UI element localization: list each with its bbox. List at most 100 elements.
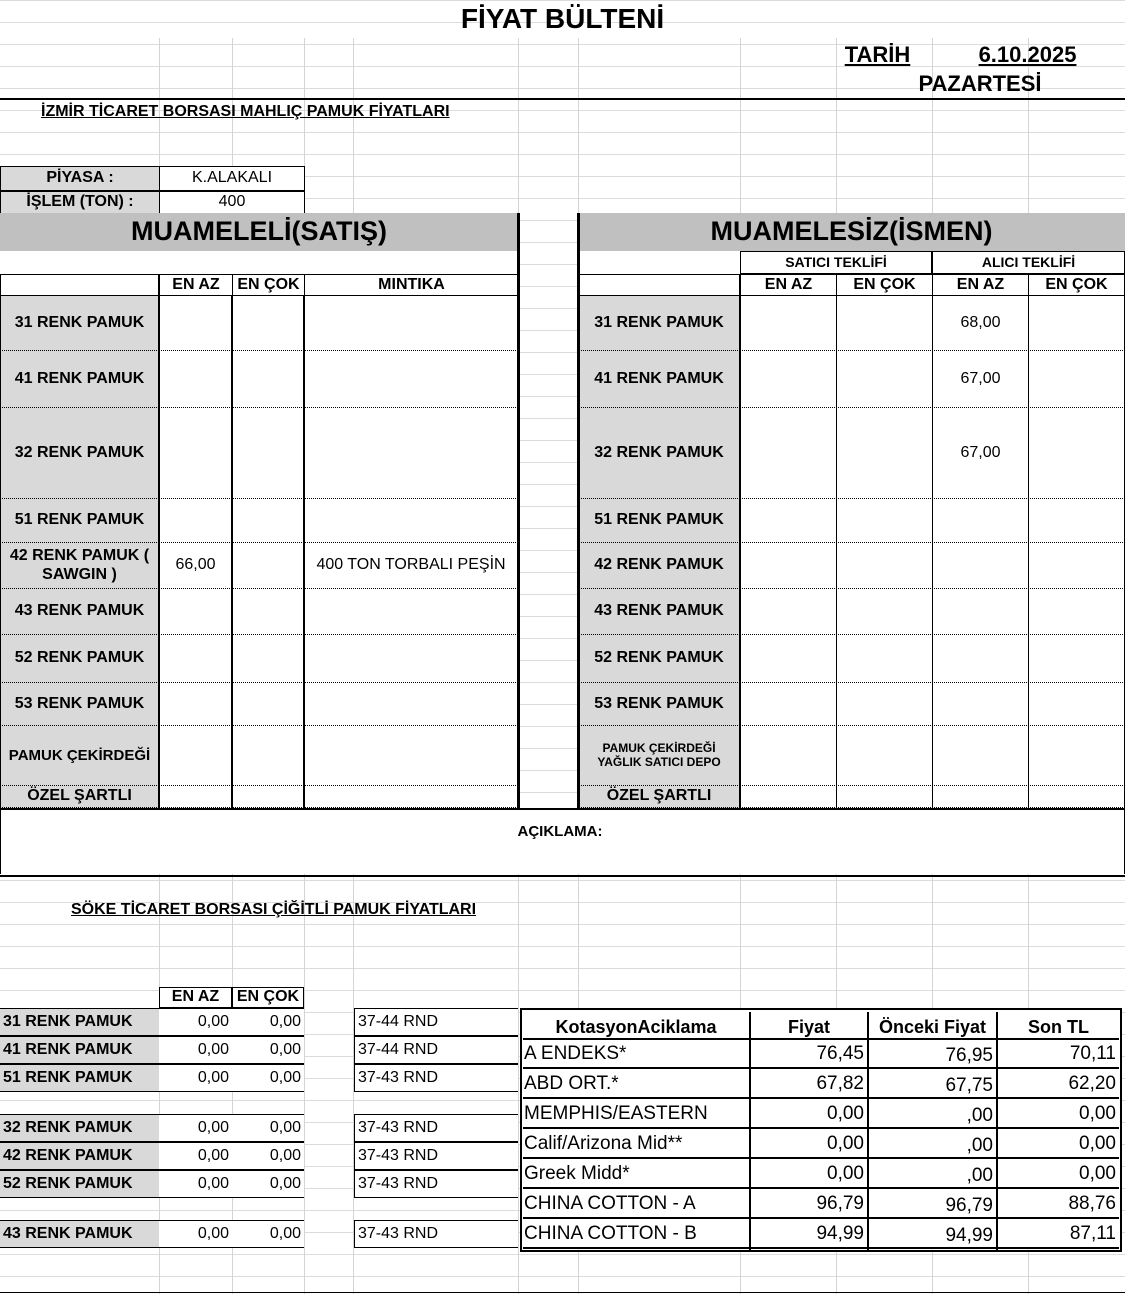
mintika-value: 400 TON TORBALI PEŞİN (304, 543, 518, 589)
kotasyon-value: 67,75 (869, 1070, 996, 1099)
price-value (740, 408, 837, 499)
product-name-left: 51 RENK PAMUK (0, 499, 159, 543)
price-value (1028, 635, 1125, 683)
price-value (932, 589, 1029, 635)
piyasa-value: K.ALAKALI (159, 166, 305, 191)
product-name-left: 52 RENK PAMUK (0, 635, 159, 683)
en-cok-value (232, 499, 304, 543)
column-header: MINTIKA (304, 274, 519, 296)
kotasyon-label: CHINA COTTON - B (523, 1220, 749, 1249)
kotasyon-header: Önceki Fiyat (869, 1012, 996, 1040)
kotasyon-value: ,00 (869, 1130, 996, 1159)
price-value: 67,00 (932, 351, 1029, 408)
soke-product-name: 43 RENK PAMUK (0, 1220, 159, 1248)
price-value (740, 543, 837, 589)
islem-label: İŞLEM (TON) : (0, 191, 160, 214)
en-az-value (159, 408, 232, 499)
mintika-value (304, 589, 518, 635)
aciklama-box (0, 810, 1125, 874)
kotasyon-value: 87,11 (998, 1220, 1119, 1249)
soke-product-name: 32 RENK PAMUK (0, 1114, 159, 1142)
price-value (740, 589, 837, 635)
en-cok-value (232, 726, 304, 786)
section-border (0, 875, 1125, 877)
soke-product-name: 42 RENK PAMUK (0, 1142, 159, 1170)
price-value (740, 726, 837, 786)
blank (578, 251, 740, 274)
section-border (0, 98, 1125, 100)
price-value (740, 296, 837, 351)
en-az-value (159, 589, 232, 635)
product-name-right: ÖZEL ŞARTLI (578, 786, 740, 808)
en-az-value (159, 726, 232, 786)
price-value (836, 351, 933, 408)
date-label: TARİH (844, 42, 911, 68)
kotasyon-value: 0,00 (751, 1130, 867, 1159)
price-value (836, 408, 933, 499)
kotasyon-label: ABD ORT.* (523, 1070, 749, 1099)
kotasyon-value: 94,99 (751, 1220, 867, 1249)
table-border (517, 213, 520, 809)
soke-rnd: 37-44 RND (354, 1036, 518, 1064)
soke-rnd: 37-43 RND (354, 1220, 518, 1248)
en-cok-value (232, 408, 304, 499)
kotasyon-label: CHINA COTTON - A (523, 1190, 749, 1219)
price-value (1028, 351, 1125, 408)
product-name-right: 53 RENK PAMUK (578, 683, 740, 726)
price-value (740, 635, 837, 683)
soke-product-name: 31 RENK PAMUK (0, 1008, 159, 1036)
soke-en-cok: 0,00 (232, 1220, 304, 1248)
kotasyon-value: 70,11 (998, 1040, 1119, 1069)
kotasyon-value: 0,00 (998, 1100, 1119, 1129)
price-value (836, 589, 933, 635)
price-value (932, 635, 1029, 683)
soke-en-cok: 0,00 (232, 1170, 304, 1198)
kotasyon-value: 67,82 (751, 1070, 867, 1099)
en-cok-value (232, 296, 304, 351)
price-value (932, 543, 1029, 589)
price-value (740, 683, 837, 726)
soke-rnd: 37-43 RND (354, 1064, 518, 1092)
product-name-left: 31 RENK PAMUK (0, 296, 159, 351)
aciklama-label: AÇIKLAMA: (517, 823, 603, 841)
bulletin-title: FİYAT BÜLTENİ (460, 2, 665, 34)
product-name-right: 31 RENK PAMUK (578, 296, 740, 351)
kotasyon-value: 0,00 (998, 1160, 1119, 1189)
day-value: PAZARTESİ (918, 71, 1042, 97)
kotasyon-label: MEMPHIS/EASTERN (523, 1100, 749, 1129)
product-name-left: 42 RENK PAMUK ( SAWGIN ) (0, 543, 159, 589)
kotasyon-value: 62,20 (998, 1070, 1119, 1099)
muamelesiz-title: MUAMELESİZ(İSMEN) (578, 213, 1125, 251)
column-header: EN ÇOK (232, 274, 305, 296)
en-az-value (159, 635, 232, 683)
mintika-value (304, 786, 518, 808)
soke-en-az: 0,00 (159, 1114, 232, 1142)
product-name-right: 32 RENK PAMUK (578, 408, 740, 499)
mintika-value (304, 635, 518, 683)
product-name-right: 41 RENK PAMUK (578, 351, 740, 408)
soke-en-az: 0,00 (159, 1036, 232, 1064)
soke-product-name: 51 RENK PAMUK (0, 1064, 159, 1092)
soke-rnd: 37-43 RND (354, 1142, 518, 1170)
date-value: 6.10.2025 (978, 42, 1077, 68)
en-cok-value (232, 786, 304, 808)
kotasyon-value: 96,79 (869, 1190, 996, 1219)
kotasyon-value: 0,00 (998, 1130, 1119, 1159)
price-value: 67,00 (932, 408, 1029, 499)
page-border (0, 1292, 1125, 1293)
price-value (932, 786, 1029, 808)
column-header: EN AZ (159, 987, 232, 1008)
mintika-value (304, 408, 518, 499)
column-header: EN ÇOK (1028, 274, 1125, 296)
price-value (740, 351, 837, 408)
soke-en-az: 0,00 (159, 1220, 232, 1248)
soke-en-cok: 0,00 (232, 1036, 304, 1064)
product-name-right: 51 RENK PAMUK (578, 499, 740, 543)
price-value (740, 786, 837, 808)
en-cok-value (232, 351, 304, 408)
column-header: EN ÇOK (836, 274, 933, 296)
kotasyon-label: Greek Midd* (523, 1160, 749, 1189)
alici-teklifi-label: ALICI TEKLİFİ (932, 251, 1125, 274)
column-header: EN AZ (740, 274, 837, 296)
kotasyon-value: 0,00 (751, 1160, 867, 1189)
